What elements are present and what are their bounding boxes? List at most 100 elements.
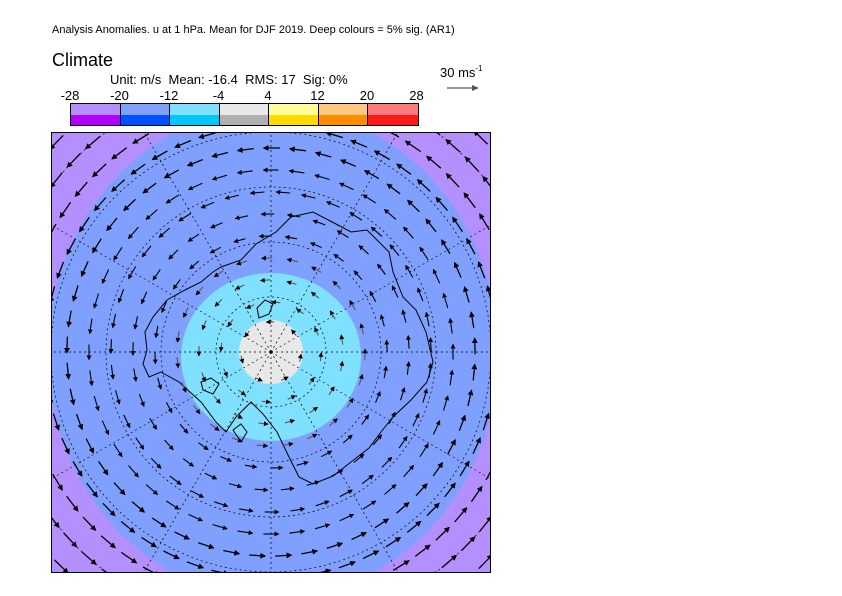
wind-vector <box>275 189 291 195</box>
wind-vector <box>201 372 207 383</box>
wind-vector <box>244 464 258 469</box>
wind-vector <box>282 441 294 447</box>
wind-vector <box>174 531 190 540</box>
wind-vector <box>157 377 163 390</box>
wind-vector <box>161 301 168 314</box>
wind-vector <box>349 212 363 221</box>
wind-vector <box>142 182 157 194</box>
wind-vector <box>186 158 203 167</box>
meridian-line <box>270 224 491 353</box>
wind-vector <box>373 150 391 161</box>
wind-vector <box>401 309 407 323</box>
wind-vector <box>120 551 138 564</box>
wind-vector <box>403 226 414 239</box>
wind-vector <box>172 279 181 290</box>
wind-vector <box>88 370 94 387</box>
wind-vector <box>325 201 340 208</box>
wind-vector <box>419 443 429 457</box>
wind-vector <box>301 548 319 555</box>
reference-vector-arrow <box>447 85 479 91</box>
wind-vector <box>220 455 233 462</box>
wind-vector <box>111 147 128 160</box>
wind-vector <box>339 159 357 167</box>
wind-vector <box>59 201 72 219</box>
wind-vector <box>164 439 174 451</box>
colorbar-bin-light <box>368 104 418 115</box>
stats-line: Unit: m/s Mean: -16.4 RMS: 17 Sig: 0% <box>110 72 348 87</box>
wind-vector <box>66 153 81 168</box>
wind-vector <box>448 317 454 334</box>
wind-vectors <box>51 132 491 573</box>
wind-vector <box>98 461 109 476</box>
wind-vector <box>361 474 374 485</box>
wind-vector <box>187 233 200 242</box>
wind-vector <box>66 310 73 328</box>
wind-vector <box>234 215 249 221</box>
wind-vector <box>127 226 139 240</box>
wind-vector <box>238 389 246 396</box>
wind-vector <box>478 554 491 570</box>
wind-vector <box>111 179 126 192</box>
wind-vector <box>145 209 158 220</box>
wind-vector <box>114 390 121 405</box>
wind-vector <box>315 500 330 507</box>
wind-vector <box>51 172 63 189</box>
wind-vector <box>290 506 306 512</box>
wind-vector <box>314 326 319 336</box>
wind-vector <box>391 285 399 298</box>
reference-vector-label: 30 ms-1 <box>440 64 483 80</box>
wind-vector <box>92 238 102 254</box>
wind-vector <box>51 286 56 304</box>
colorbar-bin <box>219 104 269 125</box>
wind-vector <box>158 227 170 238</box>
wind-vector <box>181 381 187 393</box>
colorbar-bin-deep <box>368 114 418 125</box>
wind-vector <box>190 490 205 498</box>
wind-vector <box>64 336 70 354</box>
wind-vector <box>75 413 84 431</box>
wind-vector <box>370 226 383 237</box>
wind-vector <box>379 314 385 327</box>
wind-vector <box>312 219 326 226</box>
map-frame <box>51 132 491 573</box>
wind-vector <box>442 292 449 309</box>
colorbar-tick: 20 <box>359 88 375 103</box>
wind-vector <box>200 201 215 209</box>
wind-vector <box>383 365 388 379</box>
wind-vector <box>339 513 355 522</box>
colorbar-bin <box>120 104 170 125</box>
wind-vector <box>435 526 451 541</box>
wind-vector <box>399 387 406 401</box>
meridian-line <box>270 132 399 353</box>
wind-vector <box>174 139 192 149</box>
wind-vector <box>338 182 354 191</box>
wind-vector <box>333 253 344 262</box>
colorbar-bin-light <box>120 104 169 115</box>
meridian-line <box>143 132 272 353</box>
wind-vector <box>320 450 333 458</box>
wind-vector <box>236 169 253 175</box>
wind-vector <box>182 458 195 467</box>
wind-vector <box>131 501 146 513</box>
wind-vector <box>452 216 463 232</box>
colorbar-tick: -28 <box>60 88 80 103</box>
wind-vector <box>209 246 222 254</box>
colorbar-swatches <box>70 103 419 126</box>
wind-vector <box>270 465 284 471</box>
wind-vector <box>245 304 255 309</box>
chart-title: Analysis Anomalies. u at 1 hPa. Mean for… <box>52 24 455 36</box>
wind-vector <box>233 413 243 419</box>
wind-vector <box>232 437 243 443</box>
wind-vector <box>141 245 152 258</box>
wind-vector <box>328 386 335 396</box>
wind-vector <box>120 520 136 534</box>
wind-vector <box>223 549 241 556</box>
wind-vector <box>339 334 345 345</box>
wind-vector <box>482 412 490 431</box>
wind-vector <box>140 291 148 305</box>
wind-vector <box>416 179 431 192</box>
wind-vector <box>424 311 430 327</box>
wind-vector <box>258 421 269 427</box>
wind-vector <box>84 135 101 150</box>
wind-vector <box>339 360 345 372</box>
